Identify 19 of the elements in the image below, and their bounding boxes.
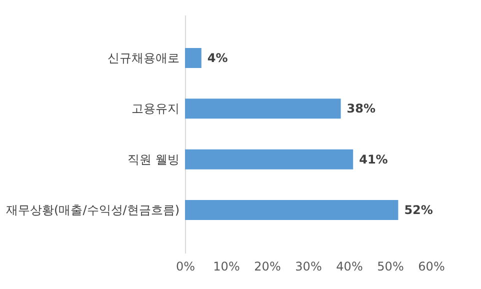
x-tick-label: 60%	[418, 260, 445, 274]
bar	[185, 200, 398, 220]
data-label: 38%	[346, 102, 376, 116]
y-tick-label: 재무상황(매출/수익성/현금흐름)	[6, 202, 180, 217]
y-tick-label: 직원 웰빙	[128, 152, 180, 166]
x-tick-label: 20%	[254, 260, 281, 274]
y-tick-label: 고용유지	[132, 102, 180, 116]
y-tick-label: 신규채용애로	[108, 51, 180, 66]
bar	[185, 149, 354, 170]
bar	[185, 98, 341, 119]
x-tick-label: 40%	[336, 260, 363, 274]
data-label: 4%	[207, 51, 228, 66]
x-tick-label: 50%	[377, 260, 404, 274]
data-label: 41%	[359, 152, 388, 166]
bar	[185, 48, 202, 68]
x-tick-label: 30%	[295, 260, 322, 274]
x-tick-label: 10%	[213, 260, 240, 274]
data-label: 52%	[404, 202, 433, 217]
x-tick-label: 0%	[176, 260, 196, 274]
